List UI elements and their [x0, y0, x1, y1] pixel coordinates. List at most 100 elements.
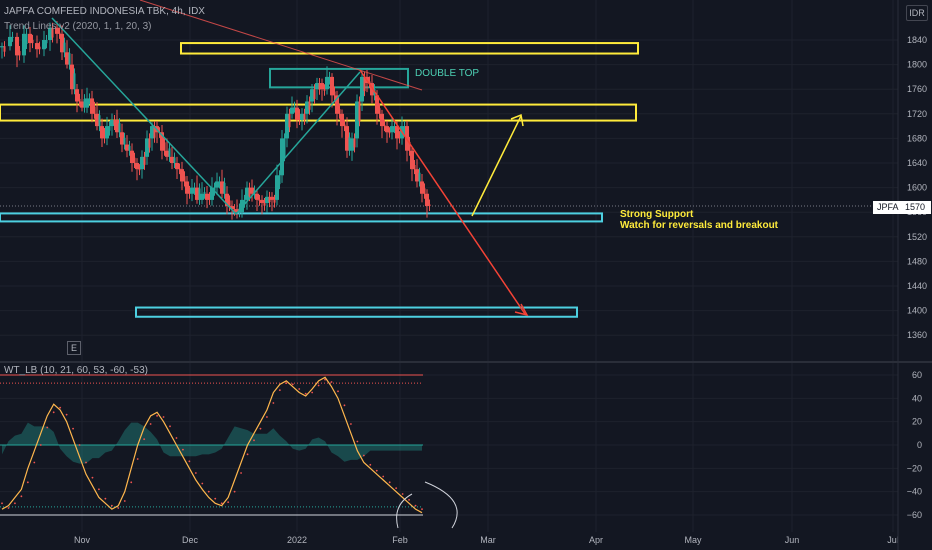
candle-down: [220, 181, 224, 194]
hand-drawn-circle: [396, 481, 458, 529]
candle-up: [203, 192, 206, 194]
wt2-point: [91, 476, 94, 479]
candle-down: [368, 81, 371, 84]
candle-up: [348, 137, 351, 151]
candle-down: [323, 89, 326, 91]
candle-down: [78, 98, 81, 102]
candle-up: [190, 187, 194, 194]
wt-histogram: [2, 422, 422, 464]
wt2-point: [20, 495, 23, 498]
candle-up: [325, 76, 329, 90]
candle-down: [303, 113, 306, 120]
wt2-point: [117, 507, 120, 509]
candle-up: [0, 46, 4, 48]
candle-down: [165, 150, 169, 157]
price-tick-label: 1600: [907, 183, 927, 193]
wt2-point: [169, 425, 171, 428]
wt2-point: [207, 490, 210, 493]
candle-up: [275, 175, 279, 200]
wt2-point: [401, 493, 404, 495]
candle-up: [48, 27, 52, 40]
candle-down: [273, 199, 276, 203]
candle-down: [320, 83, 324, 90]
events-button[interactable]: E: [67, 341, 81, 355]
support-note-line2: Watch for reversals and breakout: [620, 220, 779, 231]
candle-up: [290, 107, 294, 114]
time-tick-label: Apr: [589, 535, 603, 545]
osc-tick-label: 40: [912, 393, 922, 403]
candle-down: [28, 33, 32, 44]
wt2-point: [72, 427, 74, 430]
candle-up: [283, 138, 286, 157]
wt2-point: [26, 481, 29, 484]
wt2-point: [278, 389, 281, 392]
wt2-point: [266, 416, 268, 418]
candle-down: [90, 98, 94, 114]
candle-down: [205, 193, 209, 200]
resistance-zone-upper: [180, 42, 639, 55]
time-tick-label: Dec: [182, 535, 199, 545]
price-tick-label: 1520: [907, 232, 927, 242]
wt2-point: [395, 487, 398, 490]
candle-up: [210, 187, 214, 200]
price-tick-label: 1840: [907, 35, 927, 45]
wt2-point: [311, 391, 314, 394]
candle-down: [185, 181, 189, 194]
candle-up: [305, 101, 309, 114]
wt2-point: [162, 416, 165, 418]
wt2-point: [39, 444, 42, 446]
candle-down: [228, 200, 231, 207]
candle-down: [143, 156, 146, 165]
wt2-point: [175, 437, 178, 439]
teal-zigzag-line: [51, 17, 361, 216]
candle-up: [418, 172, 421, 182]
chart-title: JAPFA COMFEED INDONESIA TBK, 4h, IDX: [4, 6, 205, 17]
price-tick-label: 1360: [907, 330, 927, 340]
candle-down: [175, 163, 179, 170]
candle-up: [393, 126, 396, 129]
candle-down: [138, 169, 141, 171]
candle-down: [420, 181, 424, 194]
price-tick-label: 1680: [907, 133, 927, 143]
candle-up: [390, 126, 394, 133]
wt2-point: [356, 440, 359, 443]
candle-up: [285, 113, 289, 139]
candle-up: [110, 119, 114, 127]
candle-up: [45, 40, 48, 44]
currency-button[interactable]: IDR: [906, 5, 928, 21]
candle-down: [148, 138, 151, 148]
wt2-point: [214, 497, 217, 500]
osc-tick-label: 20: [912, 417, 922, 427]
candle-down: [343, 124, 346, 127]
candle-up: [355, 101, 359, 139]
candle-down: [345, 126, 349, 151]
candle-down: [380, 113, 384, 127]
price-tag-symbol: JPFA: [877, 202, 899, 212]
candle-up: [215, 181, 219, 188]
oscillator-pane: [0, 374, 458, 529]
candle-up: [213, 187, 216, 191]
candle-down: [428, 204, 431, 207]
wt2-point: [362, 454, 365, 457]
price-tick-label: 1800: [907, 60, 927, 70]
candle-down: [153, 126, 156, 138]
candle-down: [183, 176, 186, 182]
candle-down: [58, 32, 61, 34]
trend-lines: [51, 0, 529, 317]
candle-up: [360, 76, 364, 102]
wt2-point: [46, 426, 49, 429]
wt2-point: [388, 481, 391, 484]
candle-down: [268, 196, 271, 203]
candle-down: [135, 163, 139, 170]
candle-down: [130, 150, 134, 163]
study-label: Trend Lines v2 (2020, 1, 1, 20, 3): [4, 21, 152, 32]
candle-down: [65, 52, 69, 65]
candle-down: [370, 83, 374, 96]
candle-up: [245, 187, 249, 200]
candle-down: [308, 101, 311, 110]
candle-down: [163, 142, 166, 151]
red-projection-arrow: [359, 69, 526, 315]
time-tick-label: Nov: [74, 535, 91, 545]
